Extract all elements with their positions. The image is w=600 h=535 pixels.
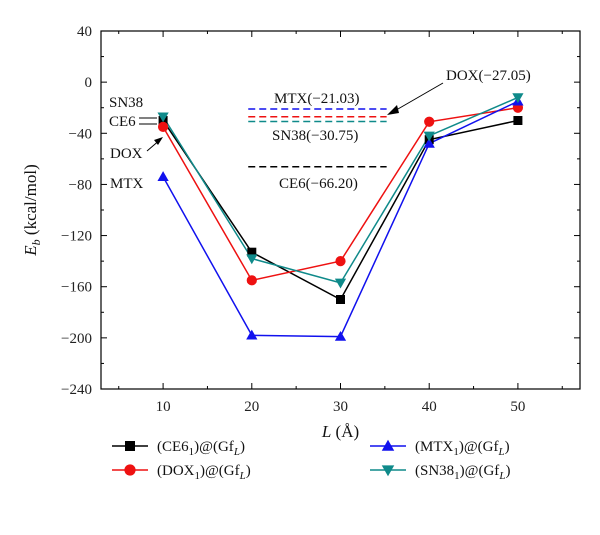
- x-tick-label: 10: [156, 399, 171, 415]
- legend-marker-dox: [124, 464, 136, 476]
- x-axis-title: L (Å): [321, 422, 359, 441]
- legend-marker-ce6: [125, 441, 135, 451]
- side-label-mtx: MTX: [110, 176, 144, 192]
- data-point-ce6: [513, 116, 523, 125]
- reference-label-ce6: CE6(−66.20): [279, 176, 358, 192]
- y-tick-label: −160: [61, 280, 92, 296]
- y-tick-label: 0: [85, 75, 93, 91]
- y-tick-label: −80: [69, 177, 92, 193]
- data-point-sn38: [512, 93, 524, 104]
- data-point-sn38: [423, 131, 435, 142]
- data-point-mtx: [423, 137, 435, 148]
- side-arrowhead-dox: [154, 137, 163, 145]
- legend-label-mtx: (MTX1)@(GfL): [415, 439, 510, 458]
- side-label-sn38: SN38: [109, 95, 143, 111]
- data-point-ce6: [336, 295, 345, 304]
- data-point-dox: [157, 121, 169, 132]
- data-point-sn38: [334, 278, 347, 289]
- x-tick-label: 20: [244, 399, 259, 415]
- data-point-mtx: [334, 330, 347, 341]
- side-label-dox: DOX: [110, 146, 143, 162]
- y-tick-label: 40: [77, 24, 92, 40]
- data-point-sn38: [157, 112, 169, 123]
- y-axis-title: Eb (kcal/mol): [21, 164, 43, 256]
- x-tick-label: 40: [422, 399, 437, 415]
- data-point-dox: [335, 256, 346, 267]
- reference-label-mtx: MTX(−21.03): [274, 91, 360, 107]
- y-tick-label: −120: [61, 229, 92, 245]
- legend-label-dox: (DOX1)@(GfL): [157, 463, 251, 482]
- y-tick-label: −40: [69, 126, 92, 142]
- reference-label-sn38: SN38(−30.75): [272, 128, 358, 144]
- legend-marker-mtx: [381, 439, 395, 451]
- data-point-mtx: [246, 329, 258, 340]
- side-label-ce6: CE6: [109, 114, 136, 130]
- x-tick-label: 50: [510, 399, 525, 415]
- legend-label-sn38: (SN381)@(GfL): [415, 463, 510, 482]
- legend-marker-sn38: [381, 465, 395, 477]
- y-tick-label: −200: [61, 331, 92, 347]
- y-tick-label: −240: [61, 382, 92, 398]
- data-point-dox: [424, 116, 435, 127]
- data-point-ce6: [247, 247, 257, 257]
- data-point-mtx: [157, 171, 169, 181]
- reference-arrow-dox: [390, 82, 444, 114]
- legend-label-ce6: (CE61)@(GfL): [157, 439, 245, 458]
- reference-label-dox: DOX(−27.05): [446, 68, 531, 84]
- x-tick-label: 30: [333, 399, 348, 415]
- data-point-sn38: [246, 254, 258, 265]
- reference-arrowhead-dox: [387, 105, 399, 115]
- data-point-dox: [246, 275, 257, 286]
